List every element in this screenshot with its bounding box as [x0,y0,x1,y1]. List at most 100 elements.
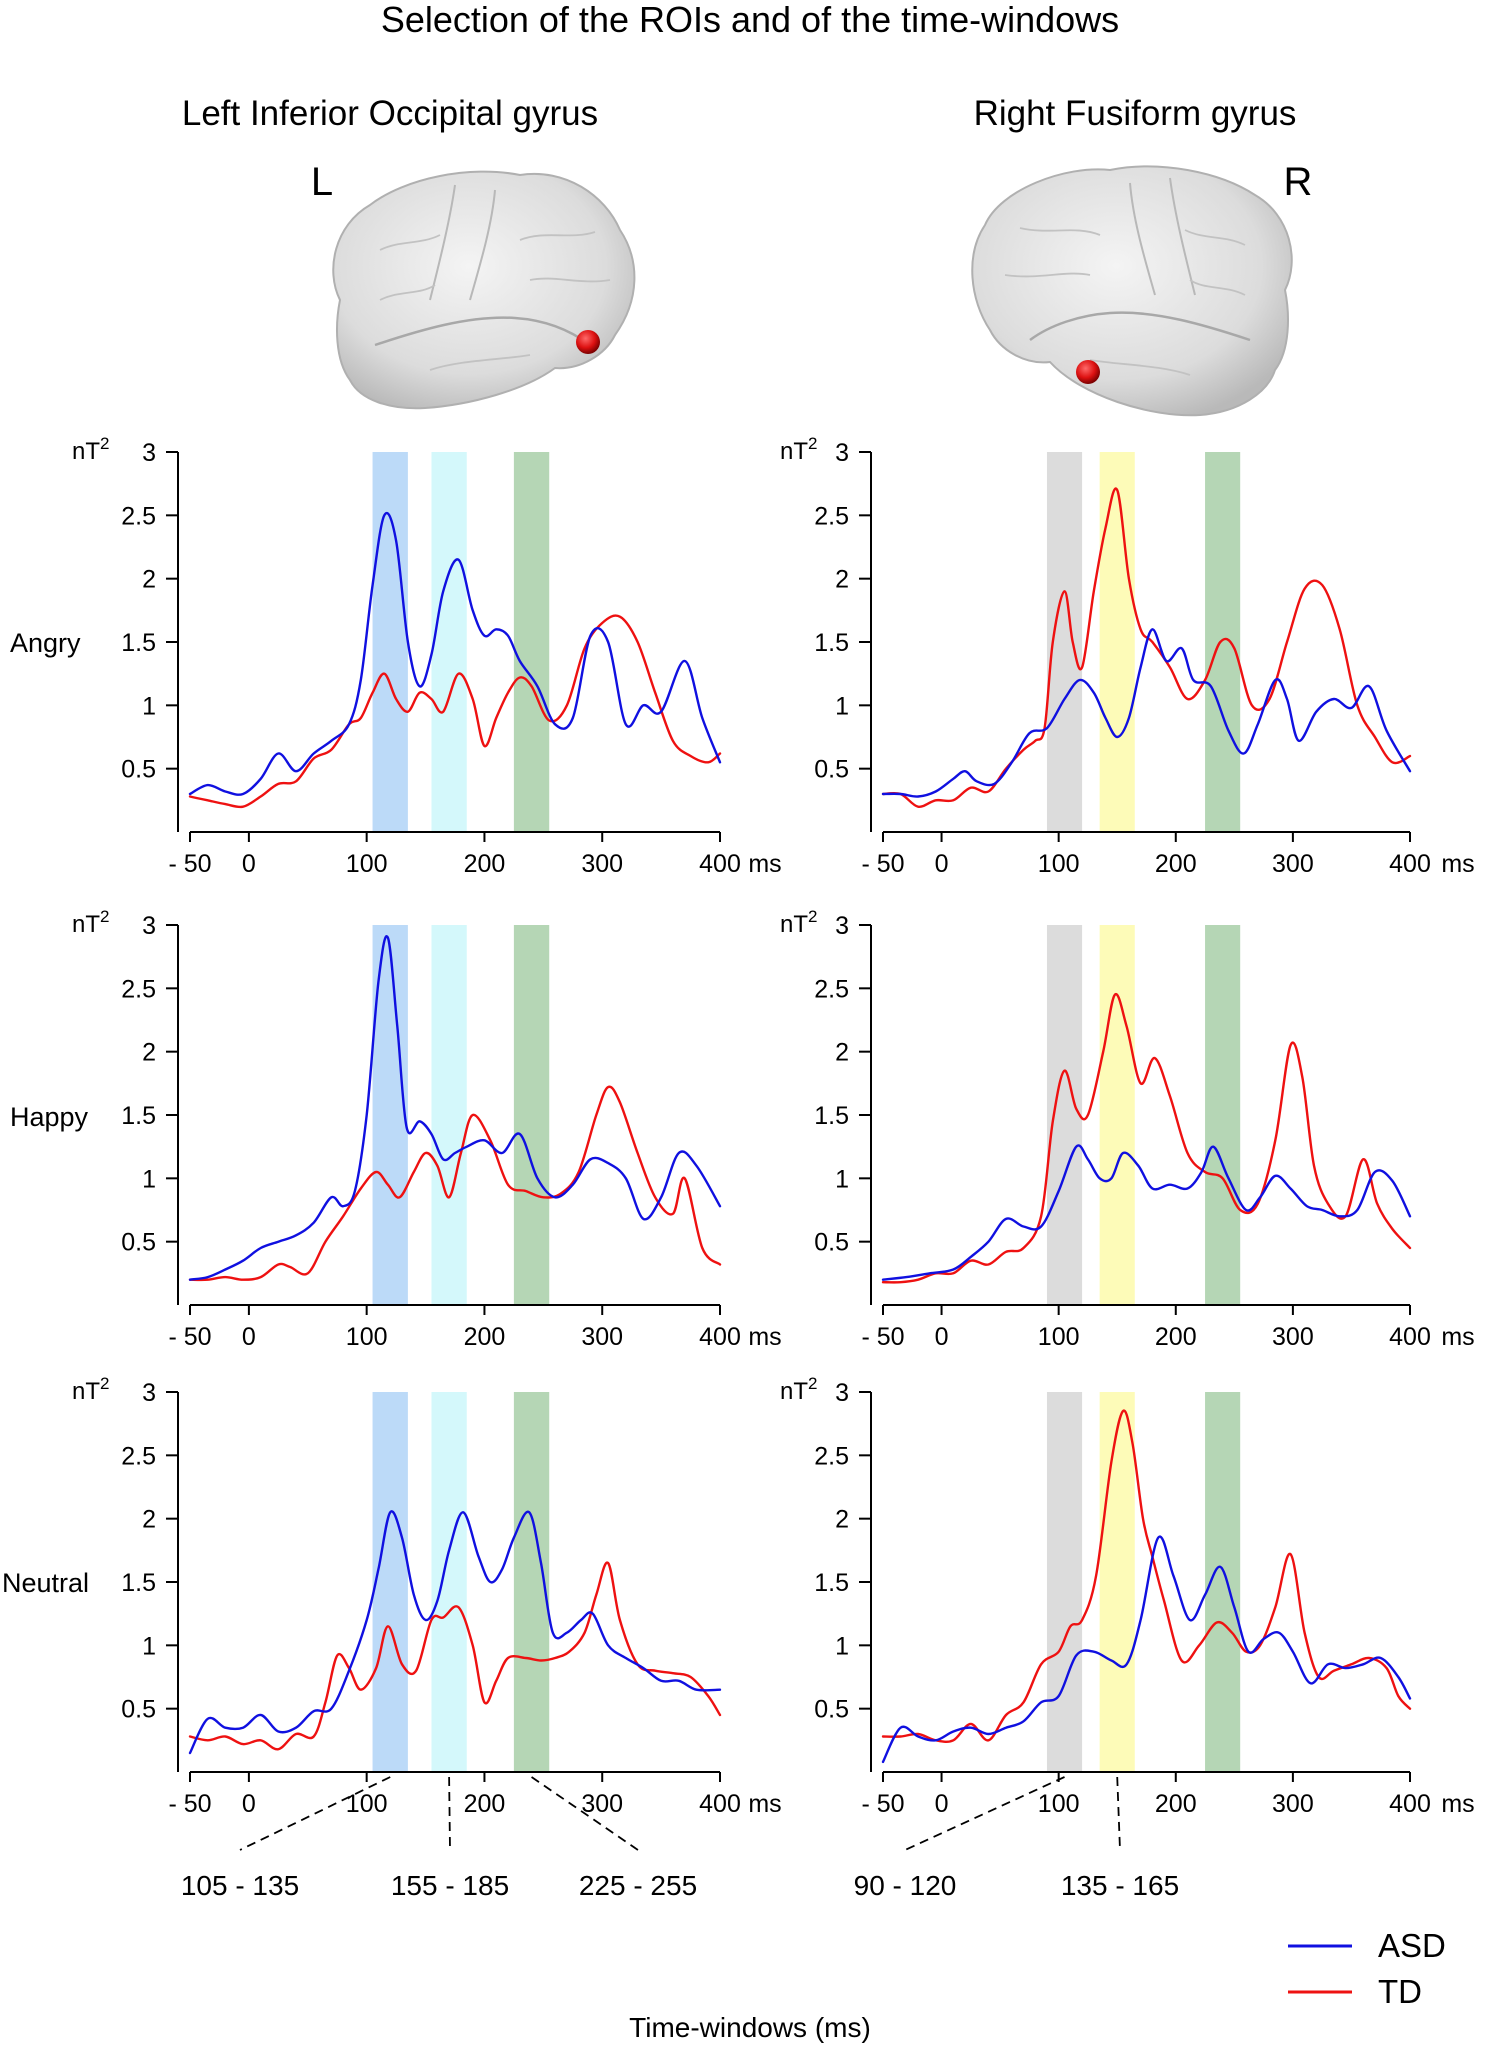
y-tick-label: 3 [142,439,156,467]
time-window-band [1099,925,1135,1305]
roi-title-right: Right Fusiform gyrus [974,94,1297,133]
x-tick-label: 200 [464,1790,506,1818]
x-tick-label: 300 [581,1790,623,1818]
hemisphere-label-left: L [311,160,333,204]
y-unit-label: nT2 [72,1374,109,1405]
hemisphere-label-right: R [1284,160,1313,204]
x-tick-label: 200 [464,850,506,878]
time-window-band [1046,1392,1083,1772]
y-tick-label: 2 [835,566,849,594]
x-unit-label: ms [1441,1323,1474,1351]
roi-marker-left [576,330,600,354]
y-tick-label: 1 [835,1165,849,1193]
y-tick-label: 2 [142,1506,156,1534]
series-line-td [188,614,722,809]
x-tick-label: - 50 [861,1790,904,1818]
x-tick-label: 200 [464,1323,506,1351]
time-window-label: 90 - 120 [854,1870,957,1901]
y-tick-label: 2.5 [121,975,156,1003]
y-tick-label: 3 [142,912,156,940]
time-window-label: 105 - 135 [181,1870,299,1901]
x-tick-label: 0 [935,1790,949,1818]
y-tick-label: 1.5 [814,629,849,657]
x-tick-label: - 50 [168,850,211,878]
y-tick-label: 3 [835,439,849,467]
y-tick-label: 1 [835,692,849,720]
x-tick-label: 100 [1038,1790,1080,1818]
x-tick-label: - 50 [861,850,904,878]
y-tick-label: 2 [835,1039,849,1067]
chart-panel-angry-right: 0.5 1 1.5 2 2.5 3 nT2 - 50 0 100 200 300 400 ms [780,434,1475,878]
y-tick-label: 0.5 [814,1229,849,1257]
chart-panel-angry-left: 0.5 1 1.5 2 2.5 3 nT2 - 50 0 100 200 300 400 ms [72,434,782,878]
y-unit-label: nT2 [780,907,817,938]
x-unit-label: ms [748,1790,781,1818]
x-unit-label: ms [748,1323,781,1351]
x-tick-label: 0 [242,1790,256,1818]
x-unit-label: ms [1441,1790,1474,1818]
brain-left-illustration [332,170,636,410]
y-tick-label: 2.5 [814,502,849,530]
x-tick-label: - 50 [168,1790,211,1818]
y-tick-label: 2.5 [121,502,156,530]
y-tick-label: 2.5 [121,1442,156,1470]
x-tick-label: 300 [1272,1790,1314,1818]
y-tick-label: 0.5 [121,756,156,784]
time-window-band [431,452,467,832]
time-window-band [1099,1392,1135,1772]
y-tick-label: 3 [835,912,849,940]
series-line-asd [881,1144,1412,1281]
y-tick-label: 2.5 [814,975,849,1003]
x-tick-label: 400 [699,850,741,878]
brain-right-illustration [971,165,1293,417]
y-unit-label: nT2 [72,907,109,938]
figure-title: Selection of the ROIs and of the time-wi… [381,0,1119,40]
time-window-band [1205,925,1241,1305]
time-window-band [372,1392,408,1772]
x-tick-label: 300 [1272,850,1314,878]
chart-panel-neutral-left: 0.5 1 1.5 2 2.5 3 nT2 - 50 0 100 200 300 400 ms [72,1374,782,1818]
x-tick-label: 400 [1389,1323,1431,1351]
y-tick-label: 1.5 [814,1569,849,1597]
time-window-band [431,925,467,1305]
series-line-asd [188,935,722,1281]
y-tick-label: 2 [142,1039,156,1067]
x-tick-label: 100 [1038,1323,1080,1351]
x-tick-label: 200 [1155,1790,1197,1818]
x-tick-label: 200 [1155,1323,1197,1351]
x-tick-label: 400 [1389,1790,1431,1818]
series-line-td [188,1085,722,1282]
time-window-annotations: 105 - 135 155 - 185 225 - 255 90 - 120 135 -… [181,1776,1179,1901]
x-tick-label: 0 [242,1323,256,1351]
x-tick-label: 100 [346,1323,388,1351]
legend-label-asd: ASD [1378,1927,1446,1964]
series-line-td [881,487,1412,808]
x-axis-title: Time-windows (ms) [629,2012,871,2043]
series-line-asd [881,1535,1412,1764]
y-tick-label: 0.5 [814,756,849,784]
y-tick-label: 1.5 [121,1569,156,1597]
x-tick-label: 400 [1389,850,1431,878]
y-unit-label: nT2 [780,1374,817,1405]
y-tick-label: 2.5 [814,1442,849,1470]
time-window-band [1046,925,1083,1305]
y-unit-label: nT2 [780,434,817,465]
x-tick-label: 300 [1272,1323,1314,1351]
y-tick-label: 1.5 [814,1102,849,1130]
x-tick-label: 200 [1155,850,1197,878]
y-unit-label: nT2 [72,434,109,465]
series-line-asd [188,511,722,796]
x-tick-label: 300 [581,1323,623,1351]
y-tick-label: 1 [142,692,156,720]
time-window-band [1205,452,1241,832]
x-tick-label: 100 [346,850,388,878]
time-window-band [513,925,550,1305]
x-tick-label: - 50 [168,1323,211,1351]
legend-label-td: TD [1378,1973,1422,2010]
y-tick-label: 2 [142,566,156,594]
x-unit-label: ms [748,850,781,878]
time-window-leader [239,1776,391,1851]
series-line-asd [881,628,1412,798]
